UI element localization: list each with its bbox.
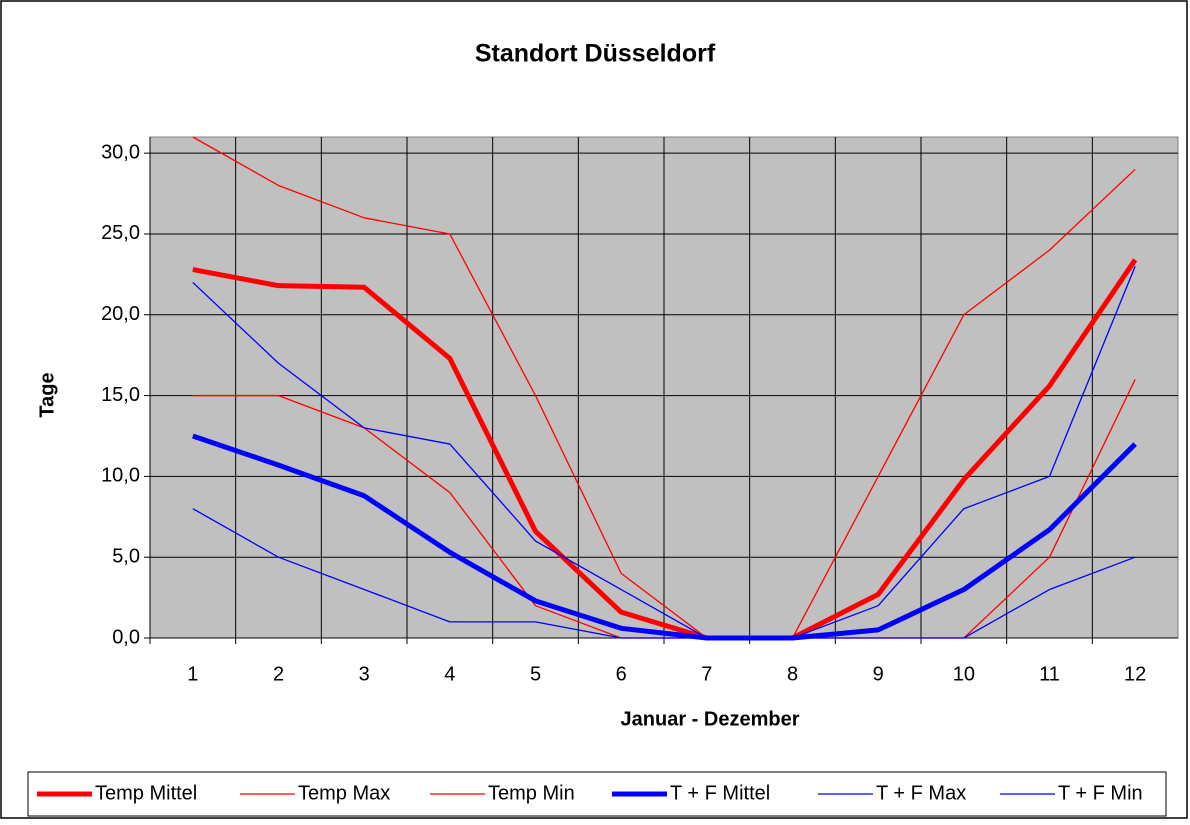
y-tick-label: 5,0 (112, 545, 140, 567)
legend-label: Temp Max (298, 782, 390, 804)
x-tick-label: 12 (1124, 663, 1146, 685)
series-line (192, 266, 1136, 639)
legend-label: T + F Max (876, 782, 966, 804)
x-tick-label: 9 (873, 663, 884, 685)
y-tick-label: 10,0 (101, 465, 140, 487)
x-tick-label: 1 (187, 663, 198, 685)
legend-label: Temp Min (488, 782, 575, 804)
x-tick-label: 10 (953, 663, 975, 685)
y-tick-label: 15,0 (101, 384, 140, 406)
x-tick-label: 4 (444, 663, 455, 685)
y-tick-label: 20,0 (101, 303, 140, 325)
x-axis-label: Januar - Dezember (621, 708, 800, 730)
y-tick-label: 30,0 (101, 141, 140, 163)
x-tick-label: 6 (616, 663, 627, 685)
legend-label: T + F Mittel (670, 782, 770, 804)
x-tick-label: 8 (787, 663, 798, 685)
x-tick-label: 2 (273, 663, 284, 685)
y-tick-label: 25,0 (101, 222, 140, 244)
legend-label: T + F Min (1058, 782, 1143, 804)
x-tick-label: 11 (1039, 663, 1060, 685)
legend-box (27, 771, 1167, 817)
series-line (192, 258, 1138, 641)
series-line (192, 136, 1136, 639)
x-tick-label: 7 (701, 663, 712, 685)
series-line (192, 433, 1137, 641)
chart-title: Standort Düsseldorf (475, 40, 716, 68)
legend-label: Temp Mittel (95, 782, 197, 804)
x-tick-label: 3 (359, 663, 370, 685)
series-line (192, 508, 1136, 639)
y-tick-label: 0,0 (112, 626, 140, 648)
x-tick-label: 5 (530, 663, 541, 685)
y-axis-label: Tage (36, 372, 58, 417)
